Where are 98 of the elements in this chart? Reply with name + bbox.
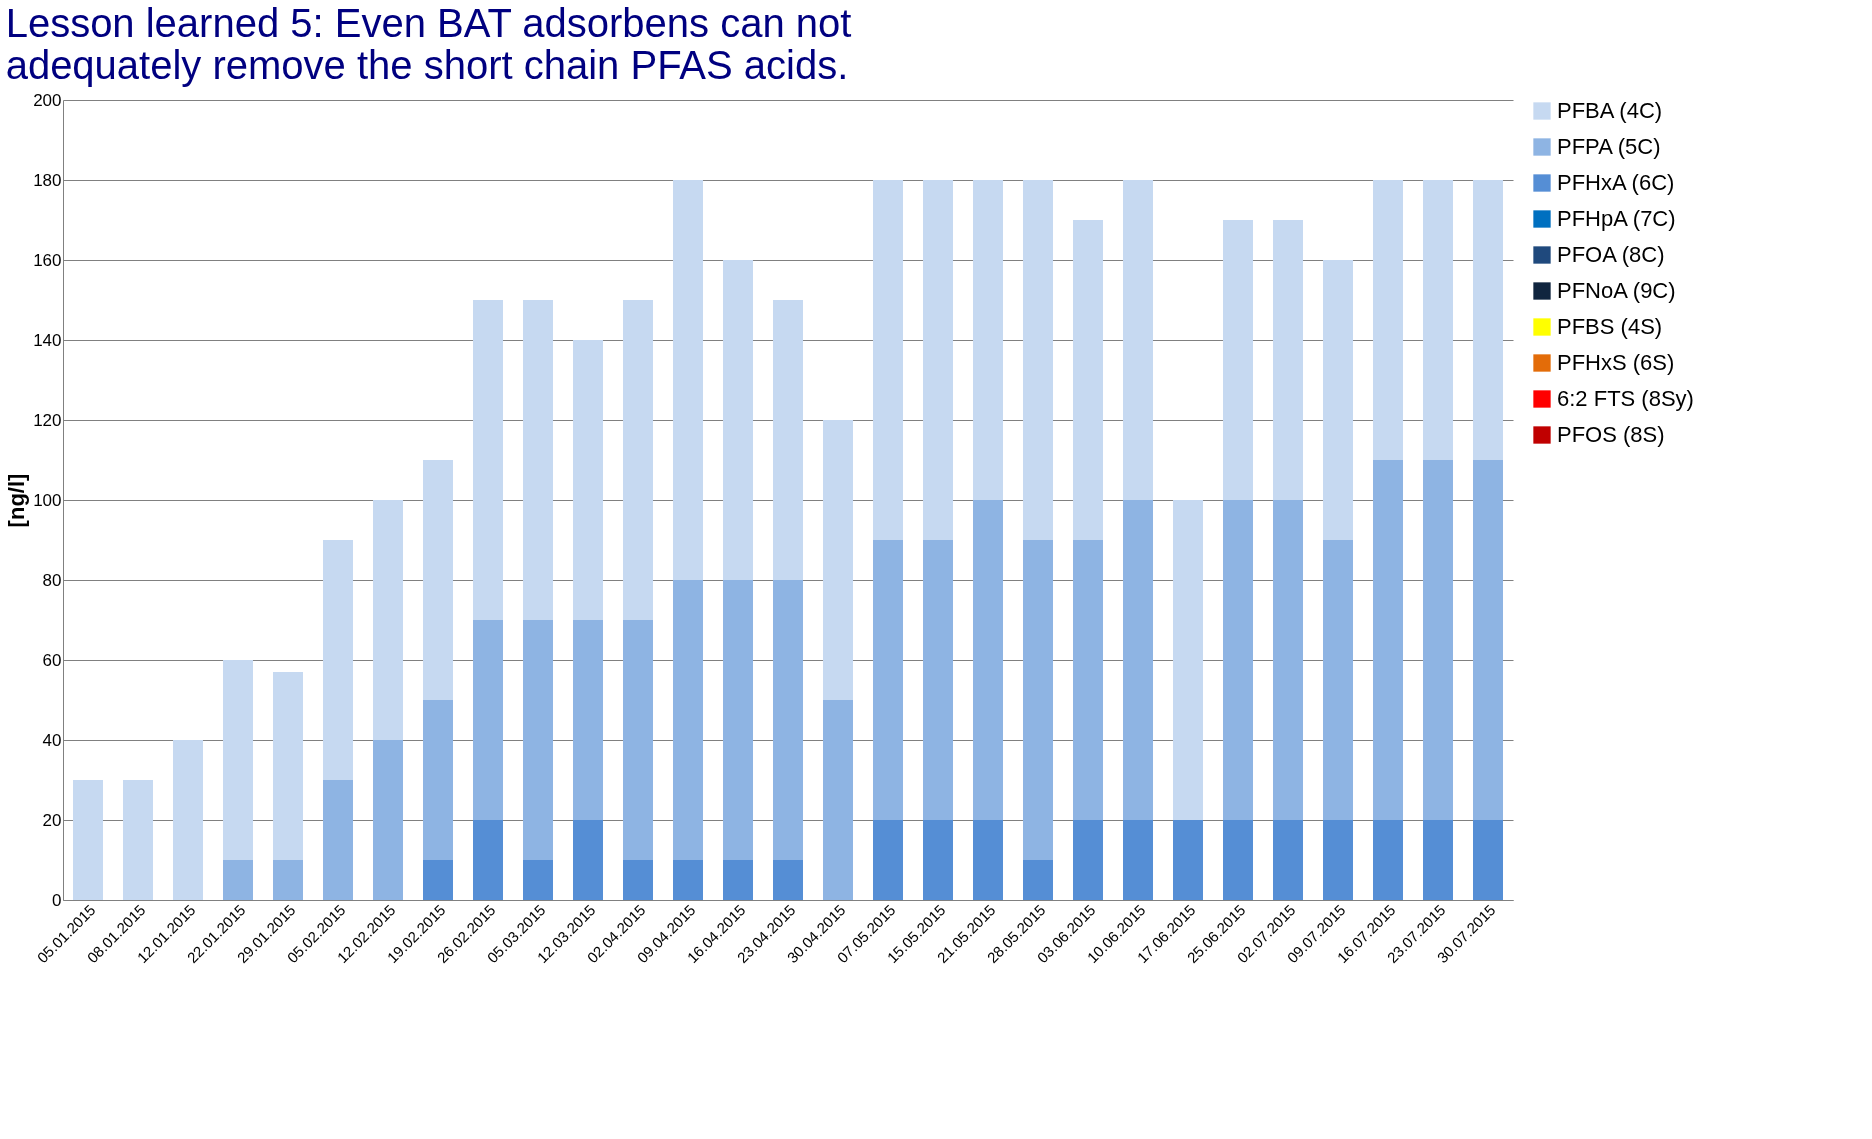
bar <box>1223 820 1253 900</box>
bar <box>723 260 753 580</box>
bar <box>923 180 953 540</box>
bar <box>1373 820 1403 900</box>
bar <box>823 420 853 700</box>
bar <box>1323 820 1353 900</box>
bar <box>473 300 503 620</box>
y-tick-label: 100 <box>33 490 62 510</box>
bar <box>873 820 903 900</box>
bar <box>873 540 903 820</box>
legend-label: PFOA (8C) <box>1557 242 1665 267</box>
bar <box>373 740 403 900</box>
bar <box>573 620 603 820</box>
y-tick-label: 80 <box>42 570 62 590</box>
legend-label: PFHxS (6S) <box>1557 350 1675 375</box>
bar <box>823 700 853 900</box>
y-tick-label: 0 <box>52 890 62 910</box>
bar <box>973 500 1003 820</box>
bar <box>1123 820 1153 900</box>
bar <box>473 820 503 900</box>
y-axis-title: [ng/l] <box>4 473 30 528</box>
bar <box>973 820 1003 900</box>
bar <box>1273 500 1303 820</box>
bar <box>1473 460 1503 820</box>
bar <box>1173 500 1203 820</box>
bar <box>223 860 253 900</box>
y-tick-label: 20 <box>42 810 62 830</box>
bar <box>523 300 553 620</box>
bar <box>423 700 453 860</box>
chart-title: Lesson learned 5: Even BAT adsorbens can not adequately remove the short chain PFAS acids. <box>5 1 852 87</box>
bar <box>973 180 1003 500</box>
bar <box>1423 460 1453 820</box>
bar <box>1323 260 1353 540</box>
y-tick-label: 40 <box>42 730 62 750</box>
bar <box>1473 180 1503 460</box>
bar <box>1123 180 1153 500</box>
legend-label: PFOS (8S) <box>1557 422 1665 447</box>
bar <box>573 820 603 900</box>
bar <box>223 660 253 860</box>
legend-label: PFHpA (7C) <box>1557 206 1676 231</box>
legend-label: PFBS (4S) <box>1557 314 1663 339</box>
bar <box>323 780 353 900</box>
bar <box>773 580 803 860</box>
legend-label: PFHxA (6C) <box>1557 170 1675 195</box>
bar <box>1073 540 1103 820</box>
y-tick-label: 160 <box>33 250 62 270</box>
bar <box>1273 820 1303 900</box>
bar <box>523 620 553 860</box>
legend-label: PFBA (4C) <box>1557 98 1663 123</box>
bar <box>323 540 353 780</box>
bar <box>1473 820 1503 900</box>
bar <box>1223 500 1253 820</box>
bar <box>1023 540 1053 860</box>
bar <box>1023 180 1053 540</box>
y-tick-label: 200 <box>33 90 62 110</box>
bar <box>1073 820 1103 900</box>
bar <box>773 860 803 900</box>
bar <box>373 500 403 740</box>
bar <box>423 460 453 700</box>
bar <box>523 860 553 900</box>
bar <box>1323 540 1353 820</box>
bar <box>673 180 703 580</box>
bar <box>773 300 803 580</box>
bar <box>1073 220 1103 540</box>
bar <box>1173 820 1203 900</box>
bar <box>923 820 953 900</box>
bar <box>623 300 653 620</box>
bar <box>573 340 603 620</box>
bar <box>273 860 303 900</box>
bar <box>1373 460 1403 820</box>
bar <box>873 180 903 540</box>
bar <box>123 780 153 900</box>
bar <box>623 620 653 860</box>
bar <box>673 860 703 900</box>
bar <box>1273 220 1303 500</box>
y-tick-label: 120 <box>33 410 62 430</box>
bar <box>423 860 453 900</box>
legend-label: PFPA (5C) <box>1557 134 1661 159</box>
bar <box>1423 820 1453 900</box>
bar <box>1223 220 1253 500</box>
legend-label: 6:2 FTS (8Sy) <box>1557 386 1694 411</box>
bar <box>623 860 653 900</box>
y-tick-label: 180 <box>33 170 62 190</box>
bar <box>1023 860 1053 900</box>
bar <box>673 580 703 860</box>
y-tick-label: 60 <box>42 650 62 670</box>
bar <box>73 780 103 900</box>
bar <box>173 740 203 900</box>
bar <box>923 540 953 820</box>
y-tick-label: 140 <box>33 330 62 350</box>
legend-label: PFNoA (9C) <box>1557 278 1676 303</box>
bar <box>1423 180 1453 460</box>
bar <box>473 620 503 820</box>
bar <box>1373 180 1403 460</box>
bar <box>1123 500 1153 820</box>
bar <box>723 580 753 860</box>
bar <box>273 672 303 860</box>
bar <box>723 860 753 900</box>
